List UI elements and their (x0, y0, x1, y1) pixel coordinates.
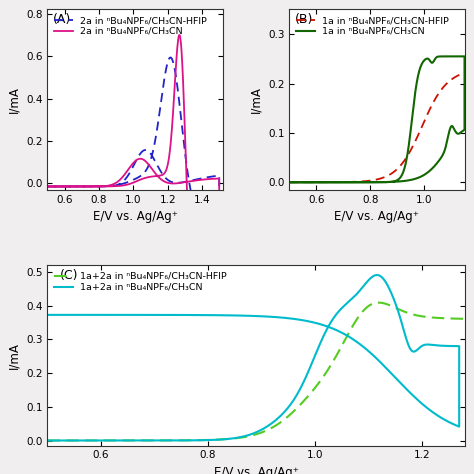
X-axis label: E/V vs. Ag/Ag⁺: E/V vs. Ag/Ag⁺ (335, 210, 419, 223)
Legend: 2a in ⁿBu₄NPF₆/CH₃CN-HFIP, 2a in ⁿBu₄NPF₆/CH₃CN: 2a in ⁿBu₄NPF₆/CH₃CN-HFIP, 2a in ⁿBu₄NPF… (52, 14, 209, 38)
Legend: 1a in ⁿBu₄NPF₆/CH₃CN-HFIP, 1a in ⁿBu₄NPF₆/CH₃CN: 1a in ⁿBu₄NPF₆/CH₃CN-HFIP, 1a in ⁿBu₄NPF… (294, 14, 451, 38)
Y-axis label: I/mA: I/mA (249, 86, 262, 113)
Legend: 1a+2a in ⁿBu₄NPF₆/CH₃CN-HFIP, 1a+2a in ⁿBu₄NPF₆/CH₃CN: 1a+2a in ⁿBu₄NPF₆/CH₃CN-HFIP, 1a+2a in ⁿ… (52, 270, 229, 294)
Text: (C): (C) (60, 269, 78, 282)
X-axis label: E/V vs. Ag/Ag⁺: E/V vs. Ag/Ag⁺ (92, 210, 177, 223)
Y-axis label: I/mA: I/mA (8, 86, 20, 113)
Y-axis label: I/mA: I/mA (8, 342, 20, 369)
Text: (B): (B) (294, 13, 313, 26)
Text: (A): (A) (53, 13, 71, 26)
X-axis label: E/V vs. Ag/Ag⁺: E/V vs. Ag/Ag⁺ (213, 466, 299, 474)
